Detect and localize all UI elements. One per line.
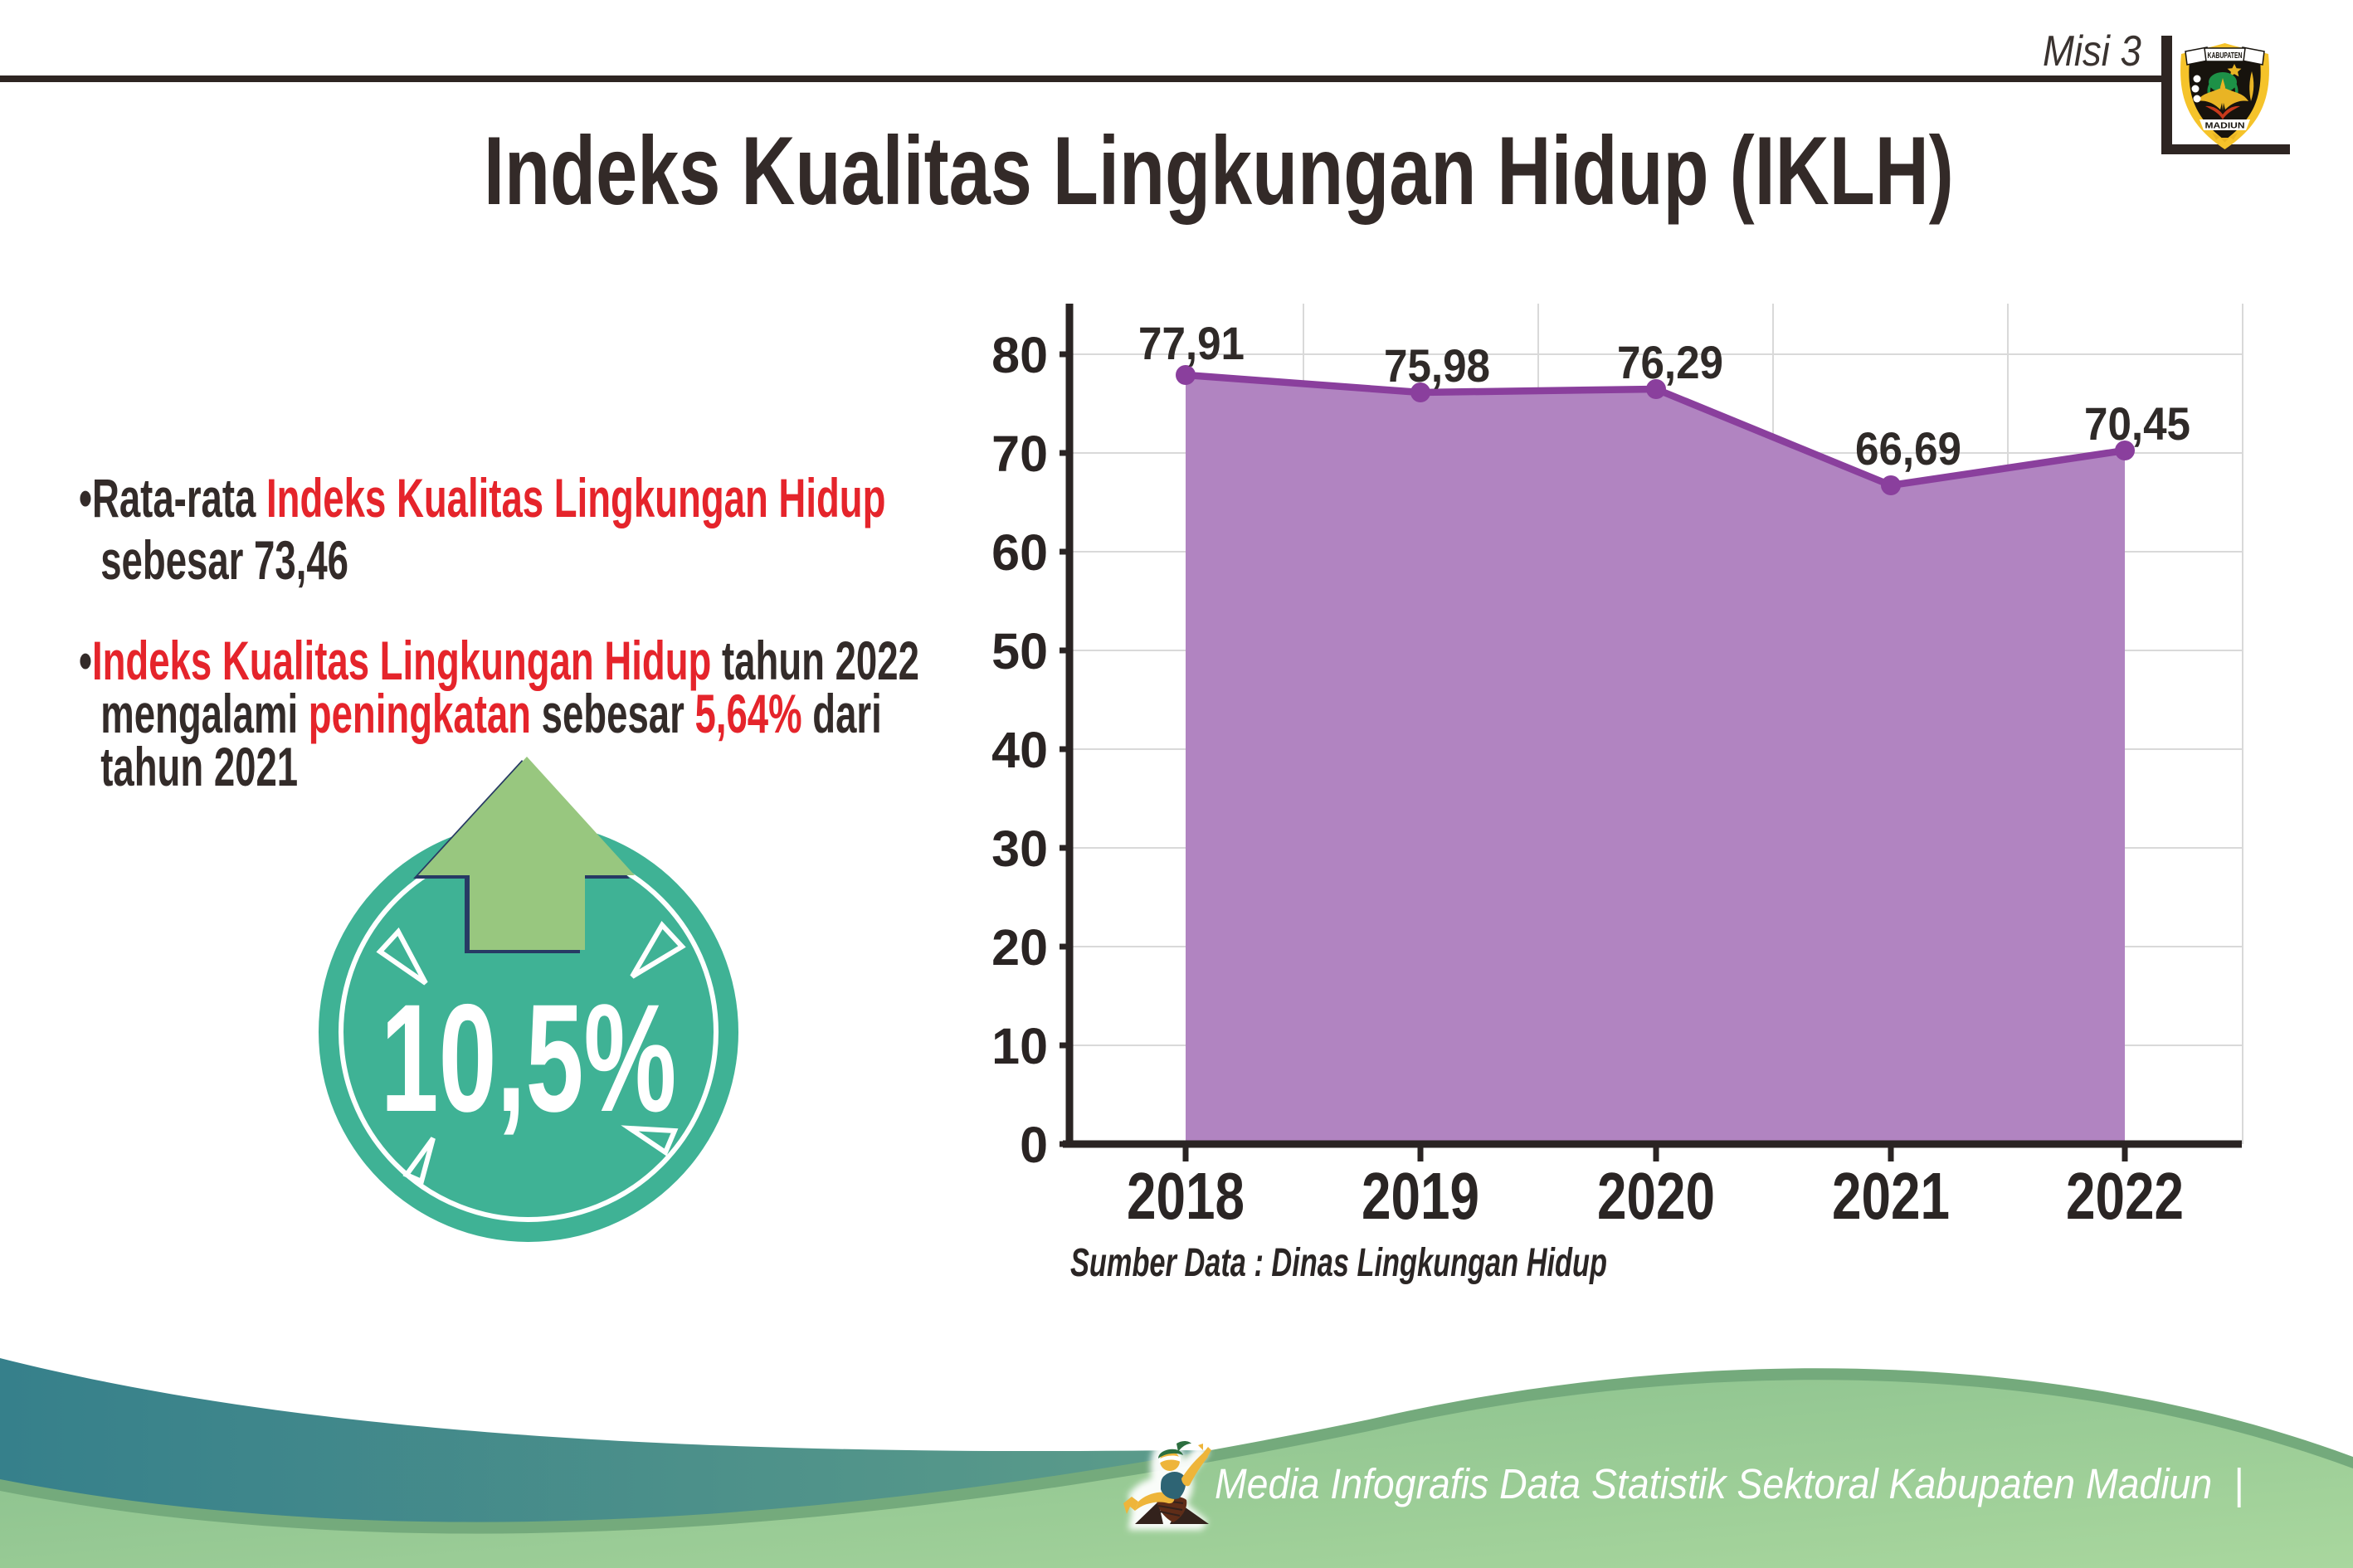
svg-text:0: 0: [1020, 1117, 1048, 1173]
svg-text:KABUPATEN: KABUPATEN: [2208, 51, 2243, 61]
svg-text:70,45: 70,45: [2084, 397, 2190, 450]
svg-text:2019: 2019: [1362, 1159, 1479, 1233]
svg-text:20: 20: [991, 919, 1048, 976]
svg-text:30: 30: [991, 821, 1048, 877]
svg-text:2020: 2020: [1597, 1159, 1715, 1233]
svg-text:50: 50: [991, 623, 1048, 679]
svg-text:40: 40: [991, 722, 1048, 778]
svg-text:Sumber Data : Dinas Lingkungan: Sumber Data : Dinas Lingkungan Hidup: [1070, 1241, 1607, 1285]
svg-text:80: 80: [991, 327, 1048, 383]
svg-text:76,29: 76,29: [1617, 336, 1723, 388]
svg-text:MADIUN: MADIUN: [2205, 121, 2245, 131]
svg-text:75,98: 75,98: [1384, 339, 1490, 392]
svg-text:2018: 2018: [1127, 1159, 1245, 1233]
svg-text:10,5%: 10,5%: [381, 972, 677, 1144]
svg-text:10: 10: [991, 1018, 1048, 1074]
svg-text:66,69: 66,69: [1855, 422, 1961, 475]
svg-text:60: 60: [991, 524, 1048, 581]
svg-text:2021: 2021: [1832, 1159, 1950, 1233]
svg-text:77,91: 77,91: [1138, 317, 1245, 369]
svg-text:70: 70: [991, 426, 1048, 482]
svg-text:2022: 2022: [2066, 1159, 2184, 1233]
